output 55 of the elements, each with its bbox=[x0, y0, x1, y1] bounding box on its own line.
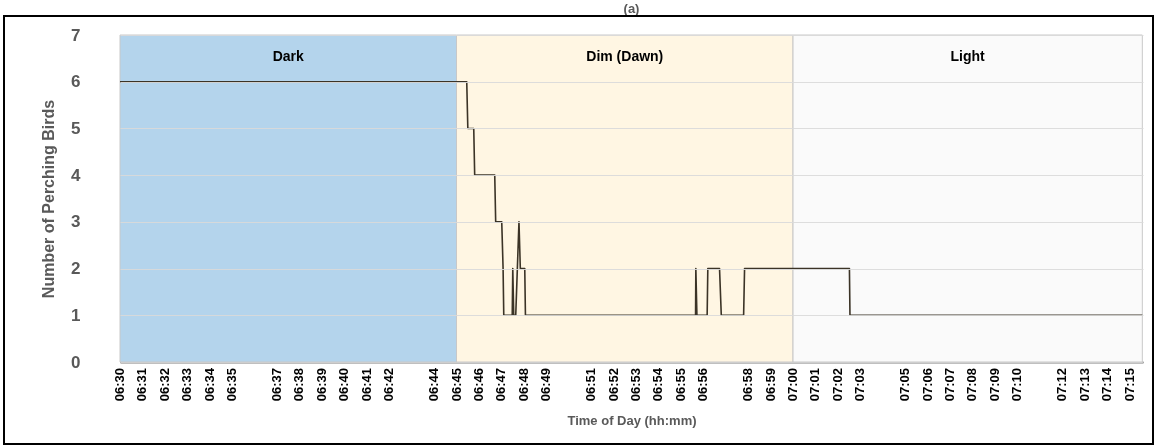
x-tick-label: 06:32 bbox=[156, 368, 172, 402]
x-tick-label: 06:44 bbox=[426, 367, 442, 402]
x-tick-label: 06:55 bbox=[672, 368, 688, 402]
band-label: Dark bbox=[272, 48, 305, 64]
x-tick-label: 06:35 bbox=[224, 368, 240, 402]
y-axis-title: Number of Perching Birds bbox=[40, 99, 58, 299]
y-tick-label: 6 bbox=[71, 72, 81, 92]
x-tick-label: 06:56 bbox=[695, 368, 711, 402]
y-tick-label: 2 bbox=[71, 259, 81, 279]
x-tick-label: 07:01 bbox=[807, 368, 823, 402]
x-tick-label: 07:07 bbox=[942, 368, 958, 402]
x-tick-label: 06:45 bbox=[448, 368, 464, 402]
x-tick-label: 06:48 bbox=[515, 368, 531, 402]
x-tick-label: 07:02 bbox=[829, 368, 845, 402]
x-tick-label: 06:42 bbox=[381, 368, 397, 402]
x-tick-label: 06:41 bbox=[358, 368, 374, 402]
x-tick-label: 06:38 bbox=[291, 368, 307, 402]
y-tick-label: 5 bbox=[71, 118, 81, 138]
x-tick-label: 06:33 bbox=[179, 368, 195, 402]
x-tick-label: 06:53 bbox=[627, 368, 643, 402]
x-tick-label: 06:58 bbox=[740, 368, 756, 402]
x-tick-label: 06:46 bbox=[470, 368, 486, 402]
x-tick-label: 07:00 bbox=[785, 368, 801, 402]
x-tick-label: 07:05 bbox=[897, 368, 913, 402]
x-tick-label: 06:30 bbox=[112, 368, 127, 402]
x-tick-label: 07:06 bbox=[919, 368, 935, 402]
x-tick-label: 07:12 bbox=[1054, 368, 1070, 402]
x-tick-label: 06:52 bbox=[605, 368, 621, 402]
band-label: Dim (Dawn) bbox=[586, 48, 664, 64]
x-tick-label: 06:34 bbox=[201, 367, 217, 402]
x-tick-label: 06:51 bbox=[583, 368, 599, 402]
y-tick-label: 3 bbox=[71, 212, 81, 232]
x-tick-label: 07:10 bbox=[1009, 368, 1025, 402]
x-axis-title: Time of Day (hh:mm) bbox=[567, 413, 697, 428]
line-series bbox=[119, 80, 1144, 317]
x-tick-label: 06:39 bbox=[313, 368, 329, 402]
chart-title: (a) bbox=[623, 1, 640, 16]
x-tick-label: 07:08 bbox=[964, 368, 980, 402]
x-tick-label: 07:09 bbox=[986, 368, 1002, 402]
x-tick-label: 06:49 bbox=[538, 368, 554, 402]
y-tick-label: 7 bbox=[71, 25, 81, 45]
x-tick-label: 07:13 bbox=[1076, 368, 1092, 402]
x-tick-label: 06:47 bbox=[493, 368, 509, 402]
y-tick-label: 1 bbox=[71, 305, 81, 325]
x-tick-label: 07:15 bbox=[1121, 368, 1137, 402]
band-label: Light bbox=[950, 48, 986, 64]
x-tick-label: 06:59 bbox=[762, 368, 778, 402]
x-tick-label: 07:14 bbox=[1099, 367, 1115, 402]
x-tick-label: 06:54 bbox=[650, 367, 666, 402]
x-tick-label: 07:03 bbox=[852, 368, 868, 402]
x-tick-label: 06:40 bbox=[336, 368, 352, 402]
y-tick-label: 4 bbox=[71, 165, 82, 185]
y-tick-label: 0 bbox=[71, 352, 81, 372]
x-tick-label: 06:31 bbox=[134, 368, 150, 402]
x-tick-label: 06:37 bbox=[269, 368, 285, 402]
